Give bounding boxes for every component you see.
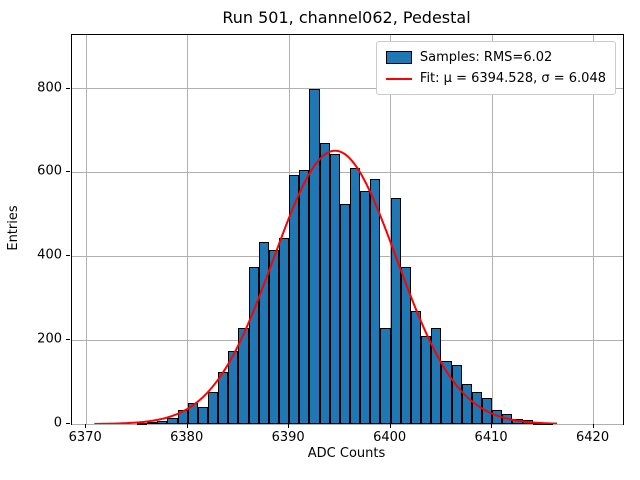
histogram-bar <box>441 361 452 424</box>
histogram-bar <box>400 266 411 424</box>
legend-samples-label: Samples: RMS=6.02 <box>419 50 553 65</box>
histogram-bar <box>177 410 188 424</box>
x-tick <box>389 424 391 428</box>
y-tick-label: 600 <box>37 163 62 179</box>
y-tick <box>66 87 70 89</box>
fit-line-swatch-icon <box>385 77 412 80</box>
gridline-vertical <box>85 35 87 424</box>
histogram-bar <box>289 174 300 424</box>
histogram-bar <box>512 418 523 424</box>
y-tick-label: 200 <box>37 331 62 347</box>
x-tick <box>85 424 87 428</box>
gridline-horizontal <box>72 171 623 173</box>
x-tick-label: 6410 <box>474 430 508 445</box>
histogram-bar <box>380 328 391 424</box>
histogram-bar <box>309 88 320 424</box>
histogram-bar <box>136 422 148 425</box>
y-axis-label: Entries <box>6 205 21 251</box>
histogram-bar <box>157 420 168 424</box>
y-tick <box>66 423 70 424</box>
histogram-bar <box>319 143 330 424</box>
histogram-bar <box>238 327 249 424</box>
histogram-bar <box>461 384 472 424</box>
histogram-bar <box>431 328 442 424</box>
histogram-bar <box>421 335 432 424</box>
histogram-bar <box>370 178 381 424</box>
histogram-bar <box>471 391 482 424</box>
legend-fit-label: Fit: μ = 6394.528, σ = 6.048 <box>419 71 606 86</box>
x-tick-label: 6380 <box>170 430 204 445</box>
x-tick <box>592 424 594 428</box>
gridline-horizontal <box>72 423 623 425</box>
histogram-bar <box>207 392 219 424</box>
histogram-bar <box>228 351 239 424</box>
histogram-bar <box>451 364 462 424</box>
histogram-bar <box>522 419 533 424</box>
histogram-bar <box>390 198 401 424</box>
legend-entry-samples: Samples: RMS=6.02 <box>385 47 606 68</box>
histogram-bar <box>167 418 178 424</box>
y-tick <box>66 339 70 341</box>
x-tick-label: 6420 <box>576 430 610 445</box>
plot-area: Samples: RMS=6.02 Fit: μ = 6394.528, σ =… <box>71 34 624 426</box>
histogram-bar <box>329 153 340 424</box>
x-tick-label: 6370 <box>68 430 102 445</box>
histogram-bar <box>532 422 543 425</box>
gridline-vertical <box>187 35 189 424</box>
histogram-bar <box>360 190 371 424</box>
y-tick-label: 0 <box>53 415 62 431</box>
gridline-horizontal <box>72 88 623 90</box>
plot-title: Run 501, channel062, Pedestal <box>222 8 471 27</box>
x-tick <box>186 424 188 428</box>
histogram-bar <box>502 414 513 424</box>
histogram-bar <box>248 266 259 424</box>
histogram-bar <box>258 241 269 424</box>
histogram-bar <box>147 422 158 425</box>
histogram-bar <box>350 168 361 424</box>
samples-swatch-icon <box>385 51 412 64</box>
y-tick-label: 800 <box>37 80 62 96</box>
histogram-bar <box>268 250 279 424</box>
y-tick-label: 400 <box>37 247 62 263</box>
x-tick-label: 6400 <box>373 430 407 445</box>
y-tick <box>66 255 70 257</box>
gridline-vertical <box>593 35 595 424</box>
y-tick <box>66 171 70 173</box>
x-tick <box>288 424 290 428</box>
histogram-bar <box>339 203 351 424</box>
legend-box: Samples: RMS=6.02 Fit: μ = 6394.528, σ =… <box>375 41 616 95</box>
histogram-bar <box>410 310 422 424</box>
histogram-bar <box>197 407 208 424</box>
histogram-bar <box>218 372 229 424</box>
histogram-bar <box>492 410 503 424</box>
histogram-bar <box>279 238 290 424</box>
x-tick-label: 6390 <box>271 430 305 445</box>
x-tick <box>491 424 493 428</box>
x-axis-label: ADC Counts <box>307 446 386 461</box>
histogram-bar <box>187 403 198 424</box>
histogram-bar <box>299 170 310 424</box>
histogram-bar <box>481 397 493 424</box>
legend-entry-fit: Fit: μ = 6394.528, σ = 6.048 <box>385 68 606 89</box>
histogram-bar <box>542 423 553 426</box>
